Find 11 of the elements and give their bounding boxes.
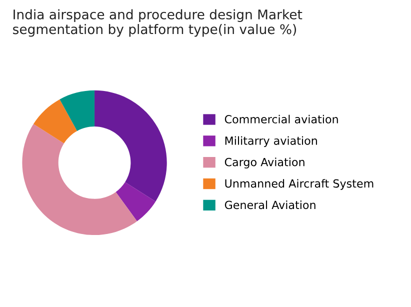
donut-slice [116,182,156,222]
legend-label: Commercial aviation [224,114,338,124]
donut-slice [60,90,95,132]
chart-title: India airspace and procedure design Market segmentation by platform type(in value %) [13,9,302,37]
donut-slice [22,124,138,236]
legend-label: Cargo Aviation [224,158,304,168]
donut-slice [94,90,167,202]
donut-slice [33,99,78,144]
legend-label: Unmanned Aircraft System [225,179,374,190]
legend-label: General Aviation [224,200,316,210]
legend-label: Militarry aviation [225,136,317,147]
